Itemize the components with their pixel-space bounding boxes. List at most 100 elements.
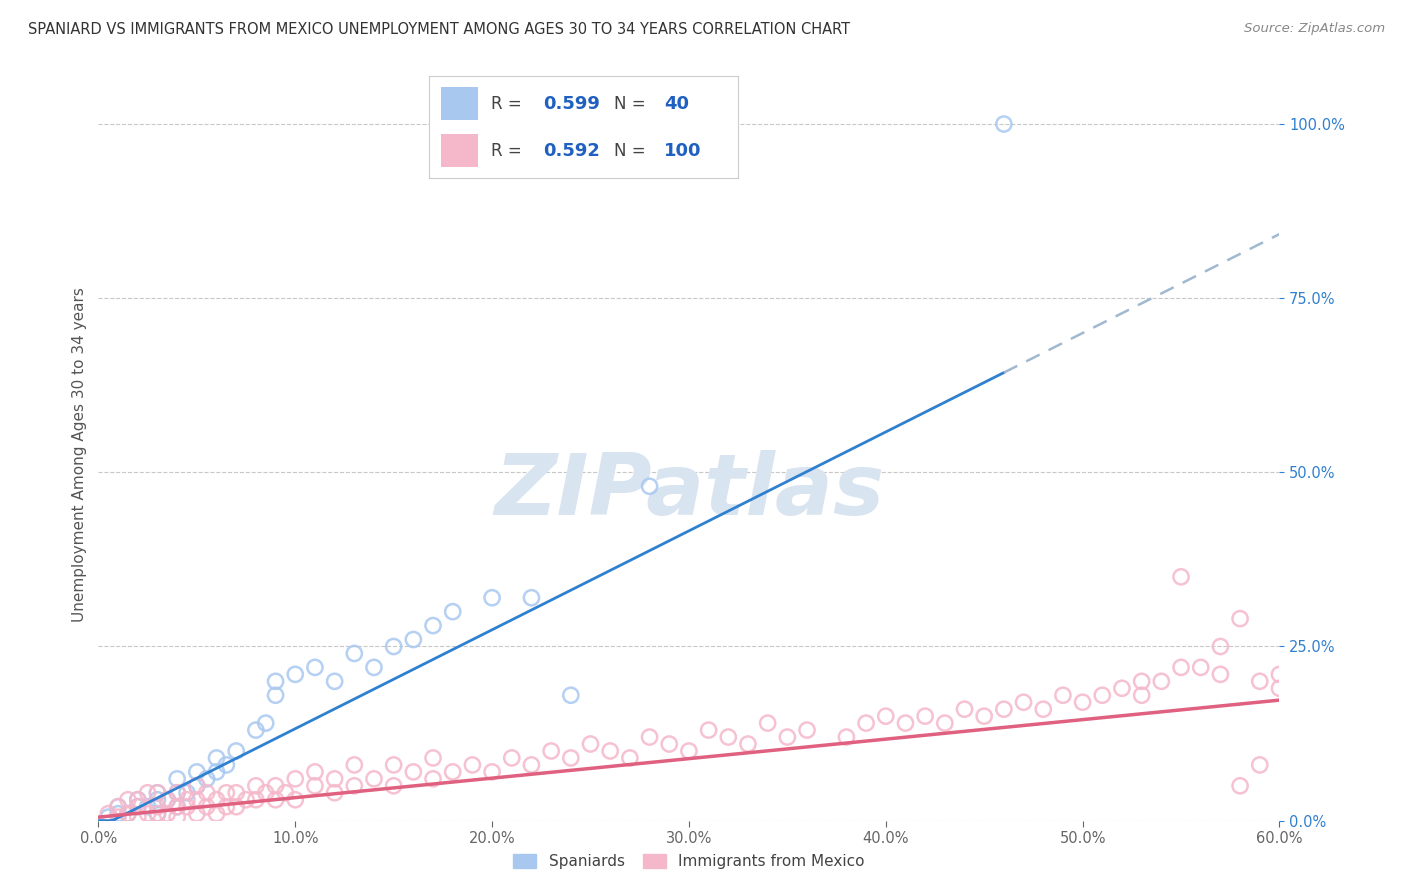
Point [1071, 695, 1094, 709]
Text: SPANIARD VS IMMIGRANTS FROM MEXICO UNEMPLOYMENT AMONG AGES 30 TO 34 YEARS CORREL: SPANIARD VS IMMIGRANTS FROM MEXICO UNEMP… [28, 22, 851, 37]
Point [156, 793, 179, 807]
Point [146, 786, 169, 800]
Point [254, 716, 277, 731]
Point [461, 758, 484, 772]
Point [441, 605, 464, 619]
Point [186, 806, 208, 821]
Point [176, 793, 198, 807]
Point [107, 810, 129, 824]
Point [363, 660, 385, 674]
Point [264, 674, 287, 689]
Point [117, 806, 139, 821]
Point [343, 758, 366, 772]
Point [402, 764, 425, 779]
Point [934, 716, 956, 731]
Point [284, 793, 307, 807]
Point [166, 772, 188, 786]
Point [973, 709, 995, 723]
Point [1091, 688, 1114, 702]
Point [540, 744, 562, 758]
Point [382, 758, 405, 772]
Point [215, 799, 238, 814]
Point [195, 799, 218, 814]
Point [993, 117, 1015, 131]
Point [599, 744, 621, 758]
Point [343, 647, 366, 661]
Point [176, 786, 198, 800]
Point [225, 744, 247, 758]
Point [1229, 779, 1251, 793]
Point [382, 779, 405, 793]
Point [323, 674, 346, 689]
Point [304, 660, 326, 674]
Point [1229, 612, 1251, 626]
Point [186, 764, 208, 779]
Point [245, 723, 267, 737]
Point [638, 479, 661, 493]
Point [1111, 681, 1133, 696]
Point [284, 772, 307, 786]
Point [1170, 660, 1192, 674]
Point [146, 799, 169, 814]
Point [245, 793, 267, 807]
Point [1268, 667, 1291, 681]
Point [638, 730, 661, 744]
Point [658, 737, 681, 751]
Point [166, 799, 188, 814]
Text: N =: N = [614, 142, 651, 160]
Point [619, 751, 641, 765]
Point [717, 730, 740, 744]
Point [1012, 695, 1035, 709]
Point [855, 716, 877, 731]
Bar [441, 87, 478, 120]
Point [560, 688, 582, 702]
Point [186, 793, 208, 807]
Point [107, 806, 129, 821]
Point [195, 772, 218, 786]
Point [254, 786, 277, 800]
Point [205, 806, 228, 821]
Point [274, 786, 297, 800]
Point [117, 793, 139, 807]
Text: 0.592: 0.592 [543, 142, 600, 160]
Point [1249, 674, 1271, 689]
Text: ZIPatlas: ZIPatlas [494, 450, 884, 533]
Text: 40: 40 [664, 95, 689, 112]
Point [697, 723, 720, 737]
Point [1189, 660, 1212, 674]
Point [127, 799, 149, 814]
Point [97, 806, 120, 821]
Point [264, 779, 287, 793]
Point [225, 786, 247, 800]
Point [166, 799, 188, 814]
Point [1268, 681, 1291, 696]
Point [146, 786, 169, 800]
Point [97, 810, 120, 824]
Point [195, 786, 218, 800]
Text: R =: R = [491, 95, 527, 112]
Point [875, 709, 897, 723]
Legend: Spaniards, Immigrants from Mexico: Spaniards, Immigrants from Mexico [508, 847, 870, 875]
Point [146, 806, 169, 821]
Point [186, 779, 208, 793]
Point [136, 806, 159, 821]
Point [481, 591, 503, 605]
Point [796, 723, 818, 737]
Point [1249, 758, 1271, 772]
Point [402, 632, 425, 647]
Point [756, 716, 779, 731]
Point [737, 737, 759, 751]
Point [166, 786, 188, 800]
Point [205, 764, 228, 779]
Point [304, 764, 326, 779]
Point [323, 772, 346, 786]
Point [1032, 702, 1054, 716]
Point [205, 751, 228, 765]
Point [1130, 674, 1153, 689]
Point [146, 806, 169, 821]
Point [835, 730, 858, 744]
Point [215, 758, 238, 772]
Point [127, 799, 149, 814]
Point [481, 764, 503, 779]
Point [215, 786, 238, 800]
